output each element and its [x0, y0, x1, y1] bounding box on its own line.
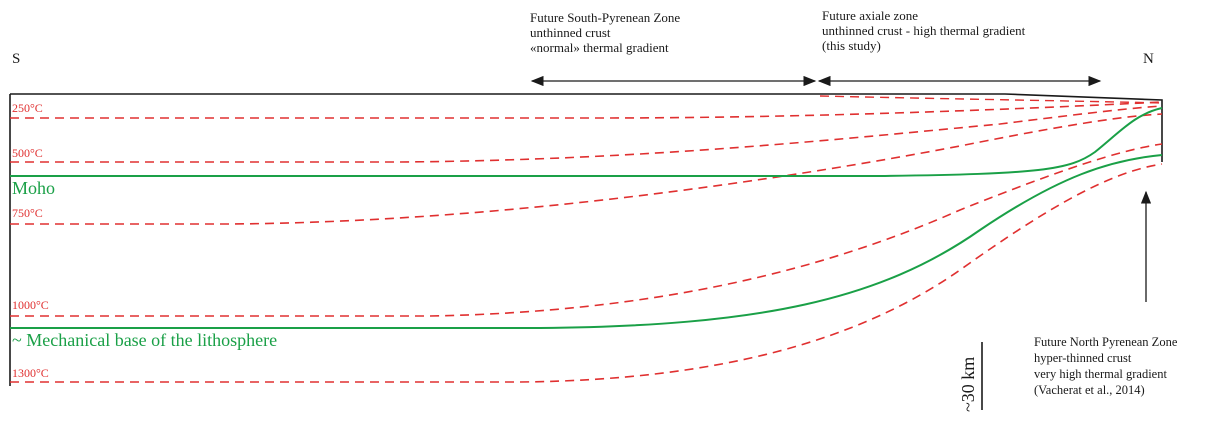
scale-label: ~30 km: [958, 356, 978, 412]
axiale-zone-label: Future axiale zone unthinned crust - hig…: [822, 8, 1025, 53]
isotherm-1000-label: 1000°C: [12, 298, 49, 312]
north-pyrenean-zone-label: Future North Pyrenean Zone hyper-thinned…: [1034, 334, 1177, 398]
isotherm-250-label: 250°C: [12, 101, 43, 115]
isotherm-500: [10, 105, 1163, 163]
isotherm-500-label: 500°C: [12, 146, 43, 160]
south-pyrenean-zone-line-2: unthinned crust: [530, 25, 611, 40]
north-direction-label: N: [1143, 51, 1154, 67]
south-pyrenean-zone-line-3: «normal» thermal gradient: [530, 40, 669, 55]
isotherm-750-label: 750°C: [12, 206, 43, 220]
south-pyrenean-zone-label: Future South-Pyrenean Zone unthinned cru…: [530, 10, 680, 55]
axiale-zone-line-3: (this study): [822, 38, 881, 53]
lithosphere-base-line: [10, 154, 1163, 329]
isotherm-750: [10, 113, 1163, 225]
moho-label: Moho: [12, 178, 56, 198]
south-direction-label: S: [12, 51, 21, 67]
lithosphere-base-label: ~ Mechanical base of the lithosphere: [12, 330, 278, 350]
isotherm-250-lower: [819, 95, 1163, 104]
north-pyrenean-zone-line-1: Future North Pyrenean Zone: [1034, 335, 1178, 349]
north-pyrenean-zone-line-3: very high thermal gradient: [1034, 367, 1167, 381]
section-outline: [10, 93, 1163, 162]
axiale-zone-line-1: Future axiale zone: [822, 8, 919, 23]
isotherm-1000: [10, 143, 1163, 317]
isotherm-1300-label: 1300°C: [12, 366, 49, 380]
north-pyrenean-zone-line-2: hyper-thinned crust: [1034, 351, 1132, 365]
isotherm-1300: [10, 163, 1163, 383]
axiale-zone-line-2: unthinned crust - high thermal gradient: [822, 23, 1026, 38]
south-pyrenean-zone-line-1: Future South-Pyrenean Zone: [530, 10, 681, 25]
moho-line: [10, 107, 1163, 177]
isotherm-250: [10, 101, 1163, 119]
north-pyrenean-zone-line-4: (Vacherat et al., 2014): [1034, 383, 1145, 397]
